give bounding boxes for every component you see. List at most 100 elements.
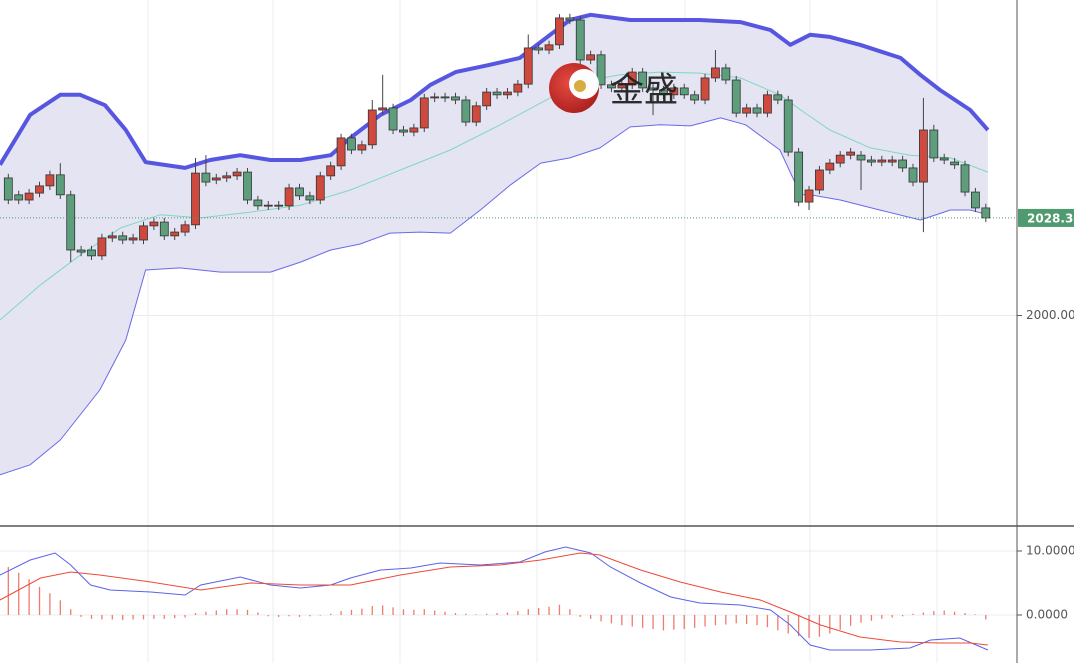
y-tick-label: 2000.00 <box>1026 308 1074 322</box>
candle-body <box>700 77 710 101</box>
candle-body <box>409 127 419 133</box>
candle-body <box>191 172 200 226</box>
candle-body <box>534 47 544 51</box>
band-fill <box>0 14 988 475</box>
candle-body <box>742 107 752 114</box>
candle-body <box>669 87 679 96</box>
candle-body <box>45 174 55 187</box>
candle-body <box>336 137 346 167</box>
band-line <box>0 71 989 321</box>
candle-body <box>919 129 928 183</box>
candle-body <box>118 235 128 241</box>
last-price-box <box>1018 208 1074 227</box>
candle-body <box>617 84 627 89</box>
candle-body <box>201 172 211 183</box>
candle-body <box>451 96 460 101</box>
y-tick-label: 10.0000 <box>1026 544 1074 558</box>
candle-body <box>575 19 585 61</box>
candle-body <box>170 231 180 237</box>
pane: 10.0000 0.0000 <box>0 544 1074 651</box>
candle-body <box>648 87 658 91</box>
candle-body <box>731 79 741 114</box>
candle-body <box>596 54 606 86</box>
candle-body <box>159 221 169 237</box>
candle-body <box>950 161 960 166</box>
candle-body <box>347 137 356 151</box>
candle-body <box>659 89 668 96</box>
candle-body <box>3 177 13 201</box>
candle-body <box>211 177 221 181</box>
candle-body <box>856 154 866 161</box>
indicator-line <box>0 552 988 646</box>
candle-body <box>815 169 824 191</box>
candle-body <box>326 165 336 177</box>
plot-layer: 2000.00 2028.30 10.0000 0.0000 <box>0 12 1074 651</box>
candle-body <box>274 204 284 207</box>
candle-body <box>555 17 564 46</box>
candle-body <box>430 96 440 99</box>
candle-body <box>887 159 897 163</box>
candle-body <box>523 47 533 85</box>
candle-body <box>284 187 294 207</box>
band-line <box>0 117 989 476</box>
candle-body <box>399 129 408 133</box>
last-price-label: 2028.30 <box>1027 211 1074 225</box>
candle-body <box>440 96 450 99</box>
candle-body <box>180 224 190 233</box>
candle-body <box>607 84 616 89</box>
candle-body <box>482 91 492 107</box>
candle-body <box>721 67 731 81</box>
candle-body <box>544 44 554 51</box>
candle-body <box>867 159 876 163</box>
candle-body <box>232 171 242 177</box>
candle-body <box>76 249 86 253</box>
candle-body <box>783 99 793 153</box>
candle-body <box>908 167 918 183</box>
candle-body <box>960 164 970 193</box>
candle-body <box>971 191 980 209</box>
candle-body <box>513 83 523 93</box>
candle-body <box>503 91 512 96</box>
candle-body <box>55 174 65 196</box>
candle-body <box>253 199 263 207</box>
candle-body <box>627 71 637 86</box>
candle-body <box>87 249 96 257</box>
candle-body <box>419 97 429 129</box>
candle-body <box>14 194 24 201</box>
candle-body <box>794 151 804 203</box>
candle-body <box>378 107 388 111</box>
candle-body <box>877 159 887 163</box>
candle-body <box>471 105 481 123</box>
band-line <box>0 12 990 170</box>
candle-body <box>846 151 856 156</box>
candle-body <box>804 189 814 203</box>
candle-body <box>492 91 502 96</box>
pane: 2000.00 2028.30 <box>0 12 1074 476</box>
logo-dot <box>574 80 586 92</box>
watermark: 金盛 <box>549 63 678 113</box>
candle-body <box>305 195 315 201</box>
candle-body <box>981 207 991 219</box>
candle-body <box>97 237 107 257</box>
candle-body <box>461 99 471 123</box>
candle-body <box>243 171 252 201</box>
candle-body <box>149 221 159 227</box>
candle-body <box>222 175 232 179</box>
candle-body <box>763 94 772 114</box>
candle-body <box>357 144 367 151</box>
candle-body <box>835 154 845 164</box>
candle-body <box>711 67 720 79</box>
y-tick-label: 0.0000 <box>1026 608 1068 622</box>
candle-body <box>586 54 596 61</box>
candle-body <box>388 107 398 131</box>
candle-body <box>128 237 138 241</box>
candle-body <box>107 235 117 239</box>
candle-body <box>638 71 648 89</box>
candle-body <box>35 185 44 194</box>
candle-body <box>24 192 34 201</box>
candle-body <box>139 225 148 241</box>
candle-body <box>66 194 76 251</box>
candle-body <box>773 94 783 101</box>
candle-body <box>565 17 575 21</box>
